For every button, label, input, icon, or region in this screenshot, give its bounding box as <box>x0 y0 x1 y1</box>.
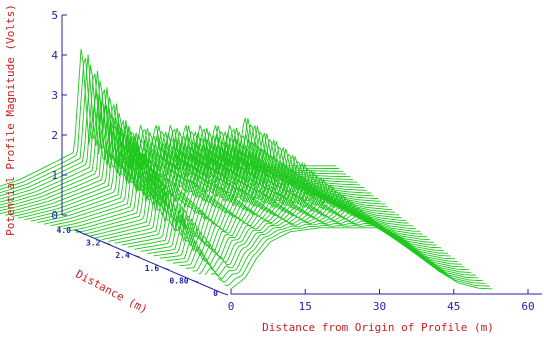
y-tick-label: 1.6 <box>145 264 160 273</box>
x-tick-label: 45 <box>447 300 460 313</box>
y-tick <box>221 292 229 296</box>
trace-line <box>43 135 393 225</box>
y-tick-label: 3.2 <box>86 239 101 248</box>
y-tick-label: 0 <box>213 289 218 298</box>
y-tick-label: 0.80 <box>169 276 188 285</box>
y-tick <box>163 267 170 271</box>
y-axis-title: Distance (m) <box>74 268 150 317</box>
trace-line <box>211 220 483 282</box>
y-tick <box>133 254 140 258</box>
trace-line <box>217 222 486 284</box>
trace-line <box>50 136 395 227</box>
x-tick-label: 60 <box>521 300 534 313</box>
y-tick <box>192 279 199 283</box>
trace-group <box>0 48 493 290</box>
z-tick-label: 4 <box>51 49 58 62</box>
z-tick-label: 3 <box>51 89 58 102</box>
x-axis-title: Distance from Origin of Profile (m) <box>262 321 494 334</box>
z-tick-label: 0 <box>51 209 58 222</box>
y-tick-label: 2.4 <box>115 251 130 260</box>
trace-line <box>230 227 493 290</box>
x-tick-label: 30 <box>373 300 386 313</box>
z-axis-title: Potential Profile Magnitude (Volts) <box>4 4 17 236</box>
trace-line <box>69 152 407 232</box>
x-tick-label: 15 <box>299 300 312 313</box>
trace-line <box>95 176 421 239</box>
trace-line <box>224 225 490 287</box>
trace-line <box>0 57 339 190</box>
y-tick <box>74 229 82 233</box>
y-tick <box>104 242 111 246</box>
z-tick-label: 1 <box>51 169 58 182</box>
x-tick-label: 0 <box>228 300 235 313</box>
y-tick-label: 4.0 <box>57 226 72 235</box>
trace-line <box>76 160 409 233</box>
z-tick-label: 5 <box>51 9 58 22</box>
z-tick-label: 2 <box>51 129 58 142</box>
